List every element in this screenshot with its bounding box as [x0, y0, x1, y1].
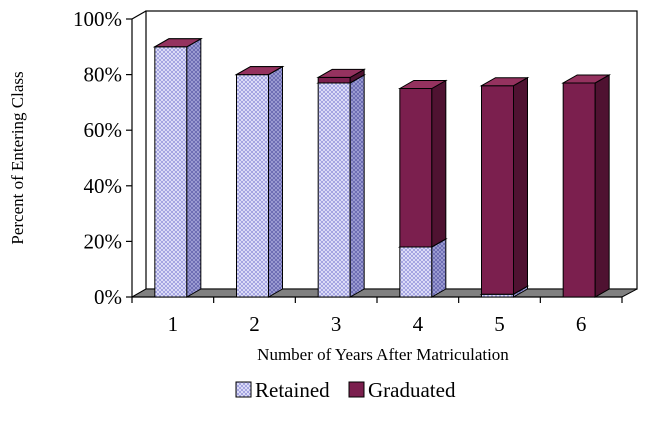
bar-front	[399, 88, 433, 248]
x-tick-label: 1	[168, 312, 179, 336]
bar-front	[236, 74, 269, 298]
bar-front	[154, 46, 188, 298]
y-tick-label: 0%	[94, 285, 122, 309]
bar-front	[317, 76, 351, 84]
x-axis-label: Number of Years After Matriculation	[257, 345, 509, 364]
bar-graduated-6	[561, 74, 612, 298]
bar-side	[594, 74, 610, 298]
bars-group	[152, 37, 612, 298]
bar-retained-3	[316, 74, 367, 298]
bar-side	[268, 65, 283, 298]
bar-front	[481, 85, 514, 295]
bar-graduated-1	[152, 38, 203, 48]
bar-top	[316, 68, 367, 78]
bar-top	[234, 66, 285, 76]
bar-front	[562, 82, 596, 298]
x-tick-label: 6	[576, 312, 587, 336]
y-axis-top-depth	[131, 10, 147, 20]
bar-graduated-3	[316, 68, 367, 84]
legend-item-retained: Retained	[235, 378, 330, 402]
legend-label: Graduated	[368, 378, 456, 402]
bar-top	[479, 77, 530, 87]
bar-graduated-4	[397, 79, 448, 248]
bar-retained-4	[397, 238, 448, 298]
bar-graduated-2	[234, 66, 285, 76]
x-tick-label: 2	[249, 312, 260, 336]
legend-item-graduated: Graduated	[348, 378, 456, 402]
bar-side	[513, 76, 528, 296]
legend-swatch	[235, 381, 252, 398]
bar-top	[561, 74, 612, 84]
x-tick-label: 4	[413, 312, 424, 336]
bar-top	[152, 38, 203, 48]
y-tick-label: 100%	[73, 7, 122, 31]
x-tick-label: 5	[494, 312, 505, 336]
bar-side	[431, 79, 447, 248]
plot-floor	[130, 288, 638, 298]
bar-side	[431, 238, 447, 298]
y-axis-ticks: 0% 20% 40% 60% 80% 100%	[73, 7, 132, 309]
y-tick-label: 40%	[84, 174, 123, 198]
bar-graduated-5	[479, 76, 530, 296]
bar-retained-1	[152, 37, 203, 298]
y-tick-label: 20%	[84, 229, 123, 253]
x-axis-ticks: 1 2 3 4 5 6	[131, 297, 623, 336]
bar-side	[186, 37, 202, 298]
bar-front	[317, 82, 351, 298]
legend-label: Retained	[255, 378, 330, 402]
bar-side	[349, 74, 365, 298]
plot-back-wall	[145, 10, 638, 290]
bar-top	[397, 80, 448, 89]
legend-swatch	[348, 381, 365, 398]
bar-retained-2	[234, 65, 285, 298]
left-depth-line	[131, 288, 147, 298]
y-tick-label: 80%	[84, 63, 123, 87]
y-tick-label: 60%	[84, 118, 123, 142]
x-tick-label: 3	[331, 312, 342, 336]
bar-front	[399, 246, 433, 298]
y-axis-label: Percent of Entering Class	[8, 71, 27, 244]
legend: Retained Graduated	[235, 378, 456, 402]
